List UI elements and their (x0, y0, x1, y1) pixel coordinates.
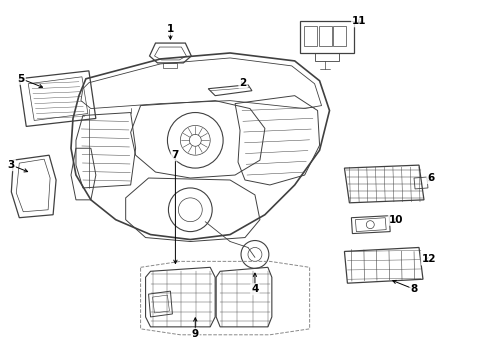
Text: 12: 12 (422, 255, 436, 264)
Text: 7: 7 (172, 150, 179, 160)
Text: 5: 5 (18, 74, 25, 84)
Text: 6: 6 (427, 173, 435, 183)
Text: 11: 11 (352, 16, 367, 26)
Text: 4: 4 (251, 284, 259, 294)
Text: 9: 9 (192, 329, 199, 339)
Text: 10: 10 (389, 215, 403, 225)
Text: 2: 2 (240, 78, 246, 88)
Text: 1: 1 (167, 24, 174, 34)
Text: 8: 8 (411, 284, 417, 294)
Text: 3: 3 (8, 160, 15, 170)
